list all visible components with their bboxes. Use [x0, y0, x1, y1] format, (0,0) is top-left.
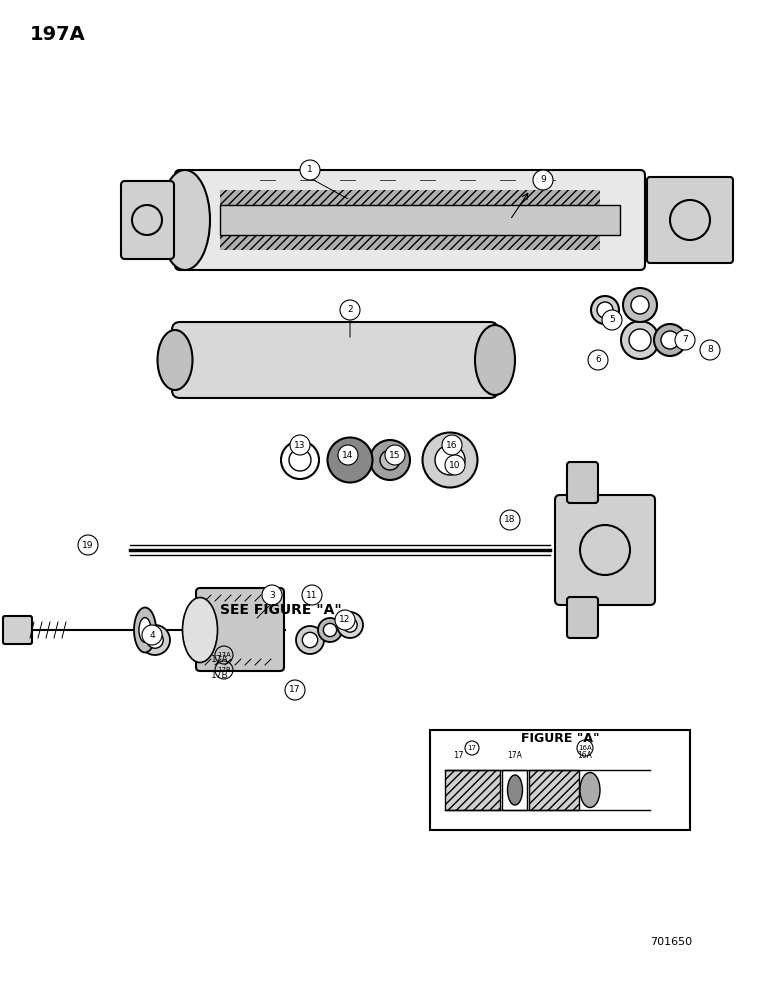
Text: 17A: 17A — [212, 656, 229, 664]
Ellipse shape — [182, 597, 218, 662]
Ellipse shape — [422, 432, 478, 488]
Text: 3: 3 — [269, 590, 275, 599]
Text: 7: 7 — [682, 336, 688, 344]
Text: 2: 2 — [347, 306, 353, 314]
FancyBboxPatch shape — [567, 462, 598, 503]
Ellipse shape — [475, 325, 515, 395]
Text: 17B: 17B — [212, 670, 229, 680]
Ellipse shape — [654, 324, 686, 356]
Ellipse shape — [591, 296, 619, 324]
Ellipse shape — [323, 623, 337, 637]
Circle shape — [500, 510, 520, 530]
Text: 17: 17 — [452, 750, 463, 760]
Ellipse shape — [621, 321, 659, 359]
Bar — [529, 770, 579, 810]
Text: 197A: 197A — [30, 25, 86, 44]
Circle shape — [533, 170, 553, 190]
Circle shape — [338, 445, 358, 465]
FancyBboxPatch shape — [555, 495, 655, 605]
Ellipse shape — [623, 288, 657, 322]
Circle shape — [602, 310, 622, 330]
Text: 14: 14 — [342, 450, 354, 460]
FancyBboxPatch shape — [430, 730, 690, 830]
Circle shape — [700, 340, 720, 360]
Ellipse shape — [318, 618, 342, 642]
Text: 10: 10 — [449, 460, 461, 470]
Text: 15: 15 — [389, 450, 401, 460]
Circle shape — [302, 585, 322, 605]
Text: FIGURE "A": FIGURE "A" — [520, 732, 599, 744]
Ellipse shape — [343, 618, 357, 632]
Circle shape — [262, 585, 282, 605]
Ellipse shape — [629, 329, 651, 351]
Ellipse shape — [337, 612, 363, 638]
FancyBboxPatch shape — [567, 597, 598, 638]
Text: 17A: 17A — [217, 652, 231, 658]
Ellipse shape — [303, 632, 318, 648]
Text: 8: 8 — [707, 346, 713, 355]
Text: 1: 1 — [307, 165, 313, 174]
Circle shape — [442, 435, 462, 455]
Text: 13: 13 — [294, 440, 306, 450]
FancyBboxPatch shape — [175, 170, 645, 270]
Ellipse shape — [435, 445, 465, 475]
FancyBboxPatch shape — [172, 322, 498, 398]
Circle shape — [385, 445, 405, 465]
Text: 17A: 17A — [507, 750, 523, 760]
FancyBboxPatch shape — [647, 177, 733, 263]
Text: 16A: 16A — [578, 745, 592, 751]
Ellipse shape — [157, 330, 192, 390]
Bar — [445, 770, 500, 810]
Text: 4: 4 — [149, 631, 155, 640]
Circle shape — [588, 350, 608, 370]
Ellipse shape — [147, 632, 163, 648]
Ellipse shape — [507, 775, 523, 805]
Circle shape — [340, 300, 360, 320]
Text: 5: 5 — [609, 316, 615, 324]
Text: 11: 11 — [306, 590, 318, 599]
Text: 19: 19 — [83, 540, 93, 550]
Text: 17B: 17B — [217, 667, 231, 673]
Circle shape — [142, 625, 162, 645]
Circle shape — [300, 160, 320, 180]
Bar — [502, 770, 527, 810]
FancyBboxPatch shape — [196, 588, 284, 671]
Text: 18: 18 — [504, 516, 516, 524]
Ellipse shape — [327, 438, 373, 483]
Text: 17: 17 — [468, 745, 476, 751]
Ellipse shape — [139, 618, 151, 642]
Text: 6: 6 — [595, 356, 601, 364]
Text: 17: 17 — [290, 686, 301, 694]
Circle shape — [290, 435, 310, 455]
Ellipse shape — [631, 296, 649, 314]
Ellipse shape — [140, 625, 170, 655]
Ellipse shape — [134, 607, 156, 652]
Bar — [220, 205, 620, 235]
Text: 701650: 701650 — [650, 937, 692, 947]
Ellipse shape — [296, 626, 324, 654]
Text: 16: 16 — [446, 440, 458, 450]
Bar — [220, 190, 600, 250]
FancyBboxPatch shape — [3, 616, 32, 644]
Ellipse shape — [661, 331, 679, 349]
Ellipse shape — [380, 450, 400, 470]
Ellipse shape — [160, 170, 210, 270]
Bar — [529, 770, 579, 810]
Text: 9: 9 — [540, 176, 546, 184]
Bar — [445, 770, 500, 810]
Circle shape — [285, 680, 305, 700]
Text: 16A: 16A — [577, 750, 592, 760]
Text: 12: 12 — [340, 615, 350, 624]
Circle shape — [675, 330, 695, 350]
Ellipse shape — [370, 440, 410, 480]
Circle shape — [78, 535, 98, 555]
FancyBboxPatch shape — [121, 181, 174, 259]
Ellipse shape — [597, 302, 613, 318]
Circle shape — [445, 455, 465, 475]
Ellipse shape — [289, 449, 311, 471]
Text: SEE FIGURE "A": SEE FIGURE "A" — [220, 603, 342, 617]
Circle shape — [335, 610, 355, 630]
Ellipse shape — [580, 772, 600, 808]
